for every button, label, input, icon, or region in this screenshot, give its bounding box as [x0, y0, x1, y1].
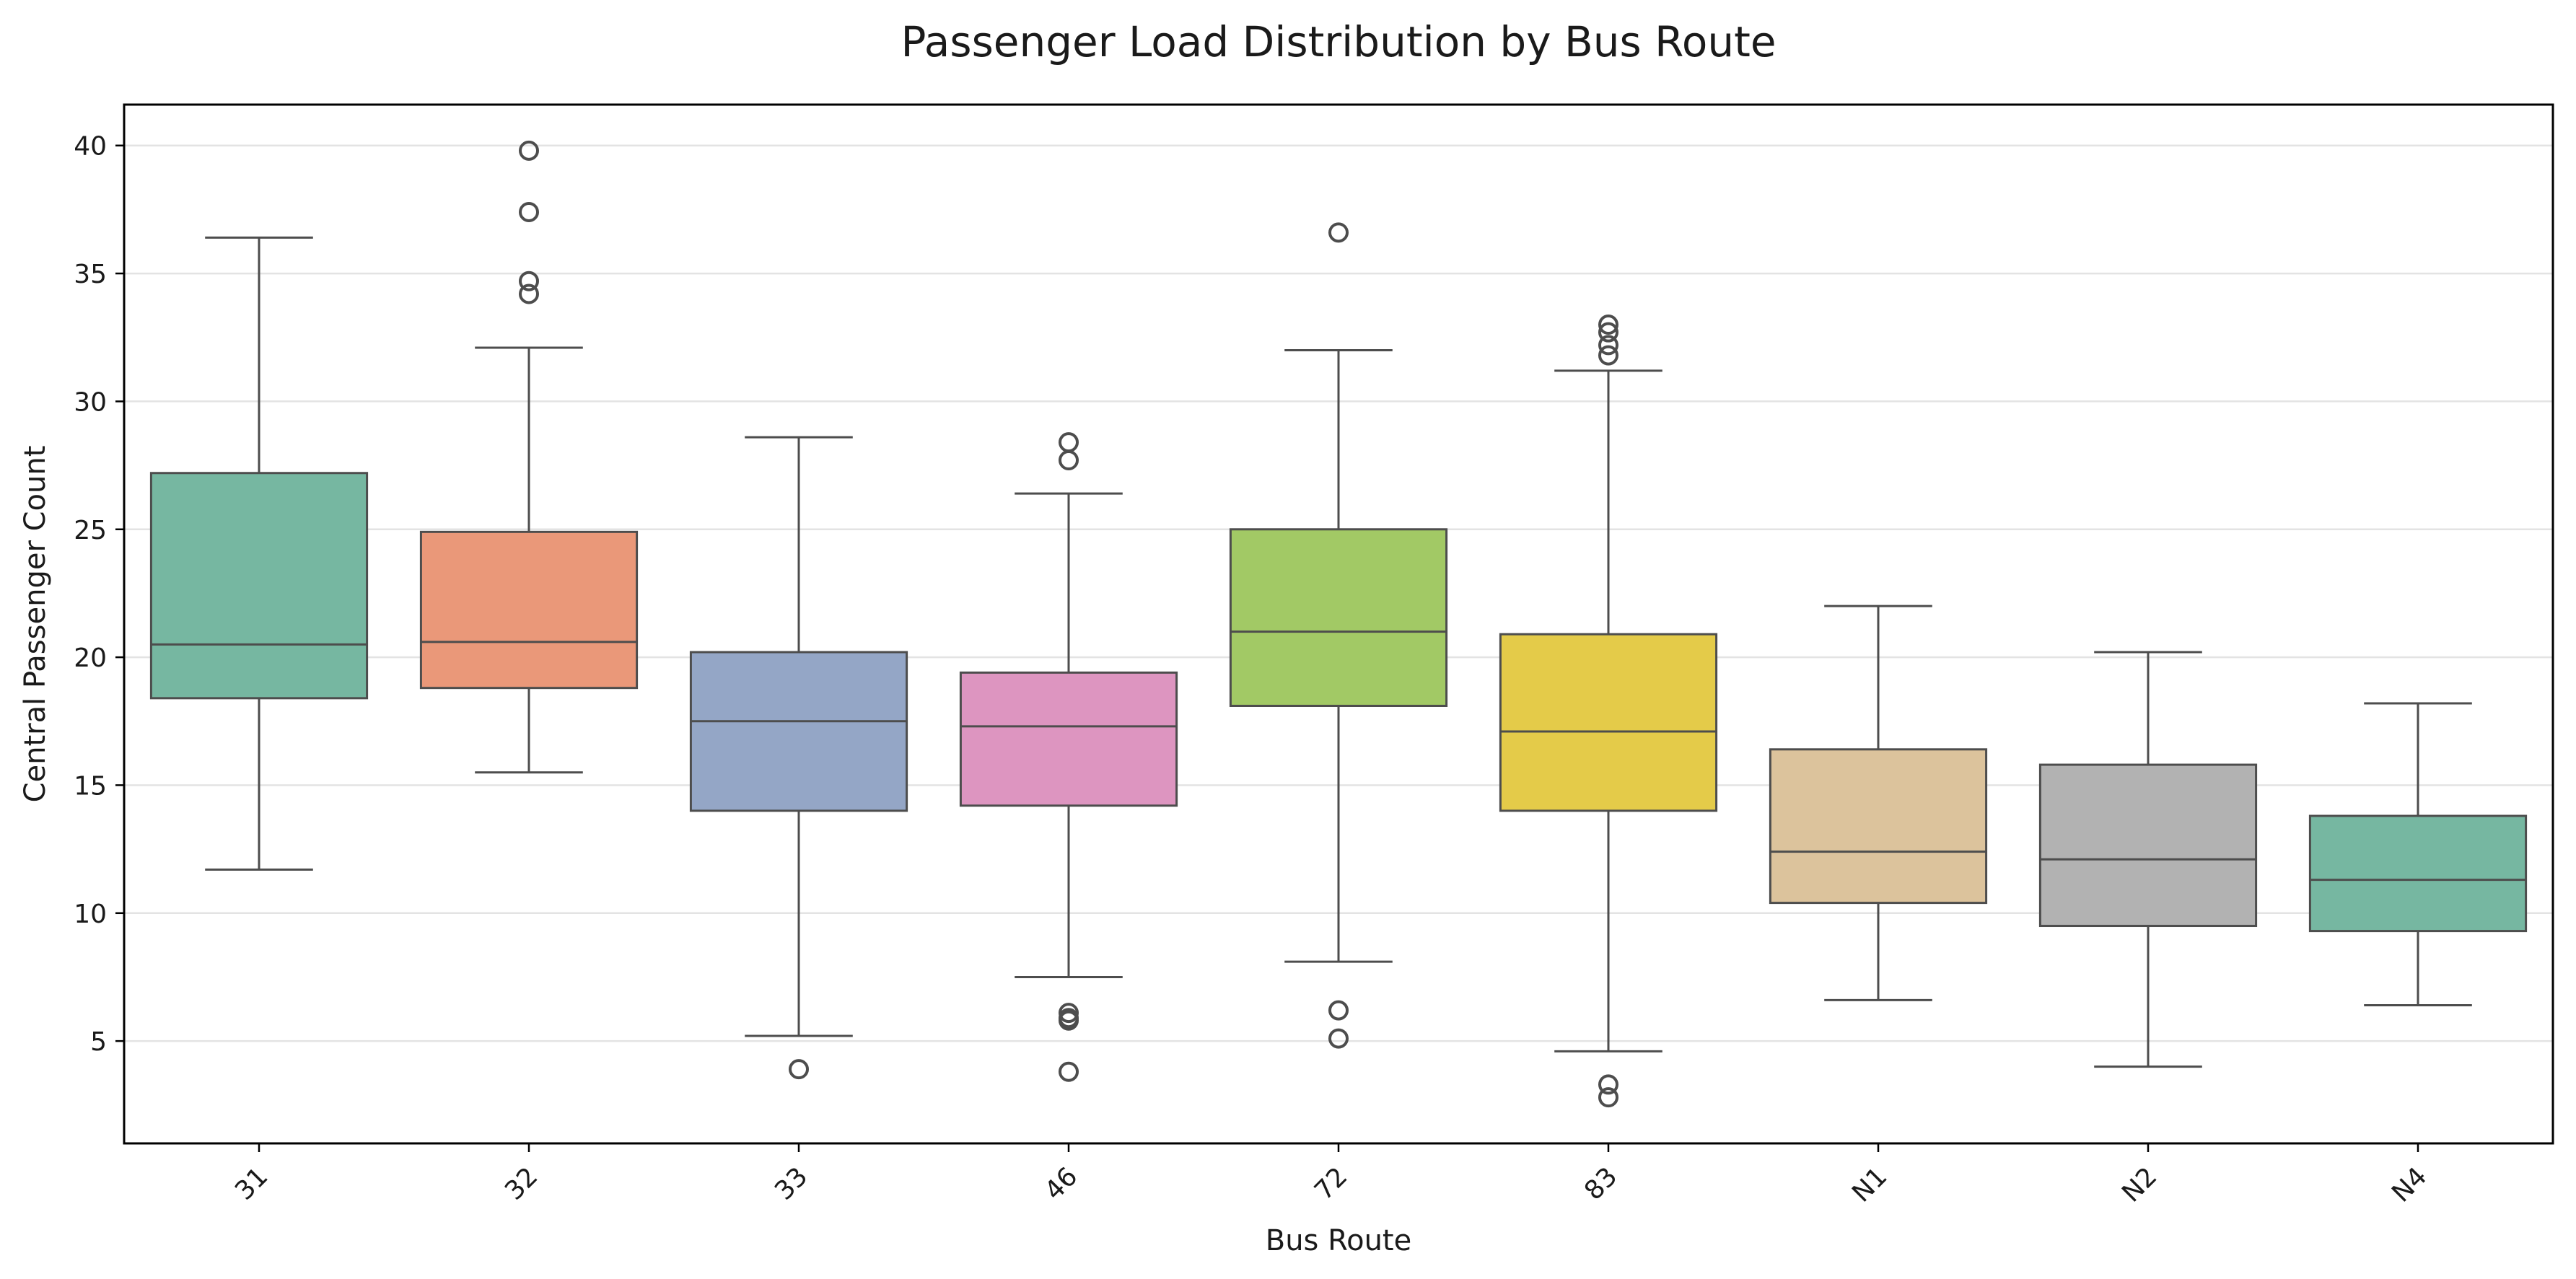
x-tick-label: 72	[1309, 1161, 1353, 1205]
y-tick-label: 25	[74, 516, 107, 545]
iqr-box	[2308, 814, 2528, 933]
y-axis-label: Central Passenger Count	[19, 446, 52, 803]
x-tick-label: 46	[1039, 1161, 1083, 1205]
outlier-point	[1328, 222, 1349, 243]
x-tick-label: 33	[769, 1161, 813, 1205]
x-tick-label: 31	[229, 1161, 273, 1205]
iqr-box	[1229, 528, 1448, 707]
outlier-point	[1059, 1061, 1079, 1082]
x-tick-label: N4	[2386, 1161, 2432, 1208]
y-tick-label: 30	[74, 387, 107, 417]
x-axis-label: Bus Route	[1266, 1224, 1411, 1257]
outlier-point	[1328, 1000, 1349, 1021]
outlier-point	[1598, 1074, 1618, 1095]
outlier-point	[1598, 335, 1618, 356]
outlier-point	[789, 1059, 809, 1080]
iqr-box	[689, 651, 908, 812]
outlier-point	[1328, 1028, 1349, 1049]
iqr-box	[2038, 763, 2258, 928]
y-tick-label: 20	[74, 643, 107, 673]
x-tick-label: 32	[499, 1161, 543, 1205]
iqr-box	[419, 530, 639, 690]
iqr-box	[959, 671, 1178, 807]
box-31	[149, 236, 369, 871]
outlier-point	[519, 284, 539, 304]
y-tick-label: 10	[74, 900, 107, 929]
x-tick-label: 83	[1579, 1161, 1623, 1205]
iqr-box	[149, 472, 369, 700]
y-tick-label: 5	[90, 1027, 107, 1057]
y-tick-label: 35	[74, 260, 107, 289]
outlier-point	[1598, 322, 1618, 343]
box-83	[1499, 315, 1718, 1108]
x-axis: 31 32 33 46 72 83 N1 N2 N4	[229, 1143, 2432, 1208]
outlier-point	[519, 140, 539, 161]
outlier-point	[519, 271, 539, 291]
y-axis: 5 10 15 20 25 30 35 40	[74, 132, 124, 1057]
outlier-point	[1598, 1087, 1618, 1108]
box-N1	[1769, 605, 1988, 1001]
outlier-point	[1598, 345, 1618, 366]
outlier-point	[1059, 432, 1079, 453]
outlier-point	[519, 201, 539, 222]
box-N4	[2308, 702, 2528, 1006]
iqr-box	[1769, 748, 1988, 905]
box-32	[419, 140, 639, 774]
x-tick-label: N1	[1846, 1161, 1893, 1208]
iqr-box	[1499, 633, 1718, 812]
outlier-point	[1598, 315, 1618, 335]
box-46	[959, 432, 1178, 1082]
box-series	[149, 140, 2528, 1108]
chart-title: Passenger Load Distribution by Bus Route	[901, 17, 1776, 66]
box-72	[1229, 222, 1448, 1049]
y-tick-label: 40	[74, 132, 107, 162]
box-N2	[2038, 651, 2258, 1068]
outlier-point	[1059, 1003, 1079, 1024]
box-33	[689, 436, 908, 1080]
outlier-point	[1059, 450, 1079, 471]
x-tick-label: N2	[2116, 1161, 2163, 1208]
y-tick-label: 15	[74, 771, 107, 801]
